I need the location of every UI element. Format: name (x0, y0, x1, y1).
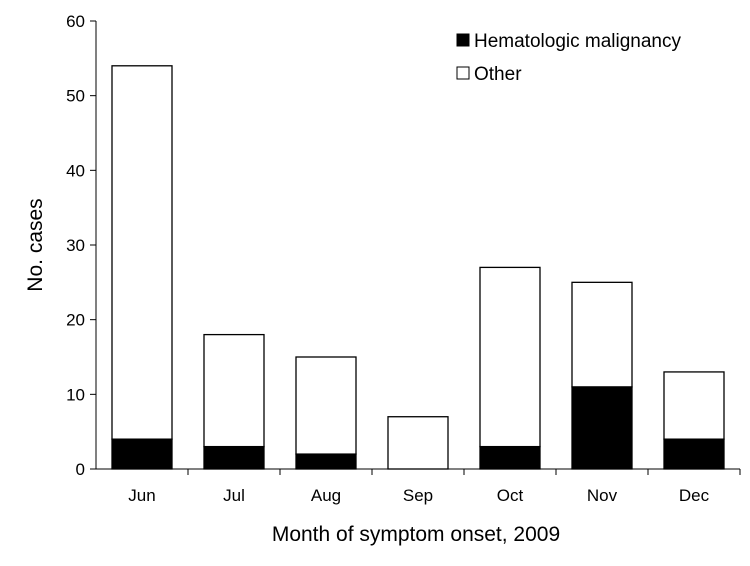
bar-jul-other (203, 333, 265, 448)
x-tick-label-sep: Sep (403, 486, 433, 505)
bar-nov-other (571, 281, 633, 388)
bar-jun-other (111, 65, 173, 440)
y-tick-label-10: 10 (66, 385, 85, 404)
bar-sep-other (387, 416, 449, 470)
x-tick-label-nov: Nov (587, 486, 618, 505)
bars-group (111, 65, 725, 470)
legend-swatch-hematologic-malignancy (456, 33, 470, 47)
y-tick-label-20: 20 (66, 311, 85, 330)
bar-aug-other (295, 356, 357, 455)
legend-label-other: Other (474, 64, 522, 85)
legend-swatch-other (456, 66, 470, 80)
bar-jul-hematologic-malignancy (203, 445, 265, 470)
bar-oct-hematologic-malignancy (479, 445, 541, 470)
y-tick-label-30: 30 (66, 236, 85, 255)
bar-dec-hematologic-malignancy (663, 438, 725, 470)
x-labels-group: Jun Jul Aug Sep Oct Nov Dec (128, 469, 741, 505)
x-tick-label-oct: Oct (497, 486, 524, 505)
bar-jun-hematologic-malignancy (111, 438, 173, 470)
legend: Hematologic malignancy Other (456, 31, 681, 85)
y-tick-label-60: 60 (66, 12, 85, 31)
bar-oct-other (479, 266, 541, 448)
x-tick-label-jul: Jul (223, 486, 245, 505)
axes-group (95, 21, 740, 470)
y-tick-label-50: 50 (66, 87, 85, 106)
legend-label-hematologic-malignancy: Hematologic malignancy (474, 31, 681, 52)
y-axis-title: No. cases (24, 198, 47, 291)
x-axis-title: Month of symptom onset, 2009 (272, 523, 560, 546)
x-tick-label-aug: Aug (311, 486, 341, 505)
x-tick-label-jun: Jun (128, 486, 155, 505)
bar-aug-hematologic-malignancy (295, 453, 357, 470)
y-tick-label-0: 0 (76, 460, 85, 479)
bar-dec-other (663, 371, 725, 440)
y-ticks-group: 0 10 20 30 40 50 60 (66, 12, 96, 479)
bar-nov-hematologic-malignancy (571, 386, 633, 470)
y-tick-label-40: 40 (66, 161, 85, 180)
x-tick-label-dec: Dec (679, 486, 710, 505)
